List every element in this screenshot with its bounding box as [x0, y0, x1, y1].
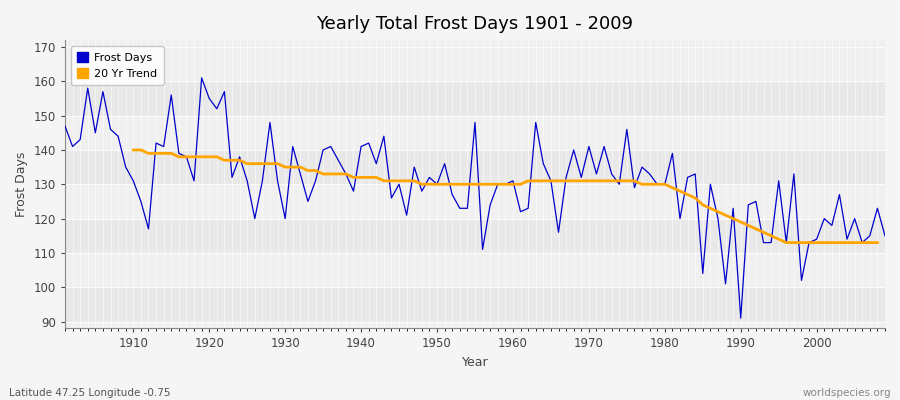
Line: Frost Days: Frost Days [65, 78, 885, 318]
Bar [65, 218, 885, 253]
Frost Days [340, 172, 351, 176]
Frost Days [295, 172, 306, 176]
Bar [65, 116, 885, 150]
Title: Yearly Total Frost Days 1901 - 2009: Yearly Total Frost Days 1901 - 2009 [317, 15, 634, 33]
20 Yr Trend [302, 168, 313, 173]
X-axis label: Year: Year [462, 356, 489, 369]
Frost Days [196, 76, 207, 80]
Frost Days [508, 178, 518, 183]
Line: 20 Yr Trend: 20 Yr Trend [133, 150, 878, 243]
20 Yr Trend [325, 172, 336, 176]
Frost Days [735, 316, 746, 320]
Frost Days [607, 172, 617, 176]
Bar [65, 81, 885, 116]
Text: worldspecies.org: worldspecies.org [803, 388, 891, 398]
Bar [65, 253, 885, 287]
Legend: Frost Days, 20 Yr Trend: Frost Days, 20 Yr Trend [70, 46, 164, 86]
Frost Days [879, 233, 890, 238]
Frost Days [59, 124, 70, 128]
20 Yr Trend [713, 209, 724, 214]
Frost Days [121, 165, 131, 170]
20 Yr Trend [872, 240, 883, 245]
Bar [65, 184, 885, 218]
20 Yr Trend [500, 182, 511, 187]
20 Yr Trend [128, 148, 139, 152]
20 Yr Trend [356, 175, 366, 180]
Y-axis label: Frost Days: Frost Days [15, 152, 28, 217]
Bar [65, 287, 885, 322]
Frost Days [515, 209, 526, 214]
Bar [65, 47, 885, 81]
Text: Latitude 47.25 Longitude -0.75: Latitude 47.25 Longitude -0.75 [9, 388, 170, 398]
20 Yr Trend [523, 178, 534, 183]
20 Yr Trend [781, 240, 792, 245]
Bar [65, 150, 885, 184]
